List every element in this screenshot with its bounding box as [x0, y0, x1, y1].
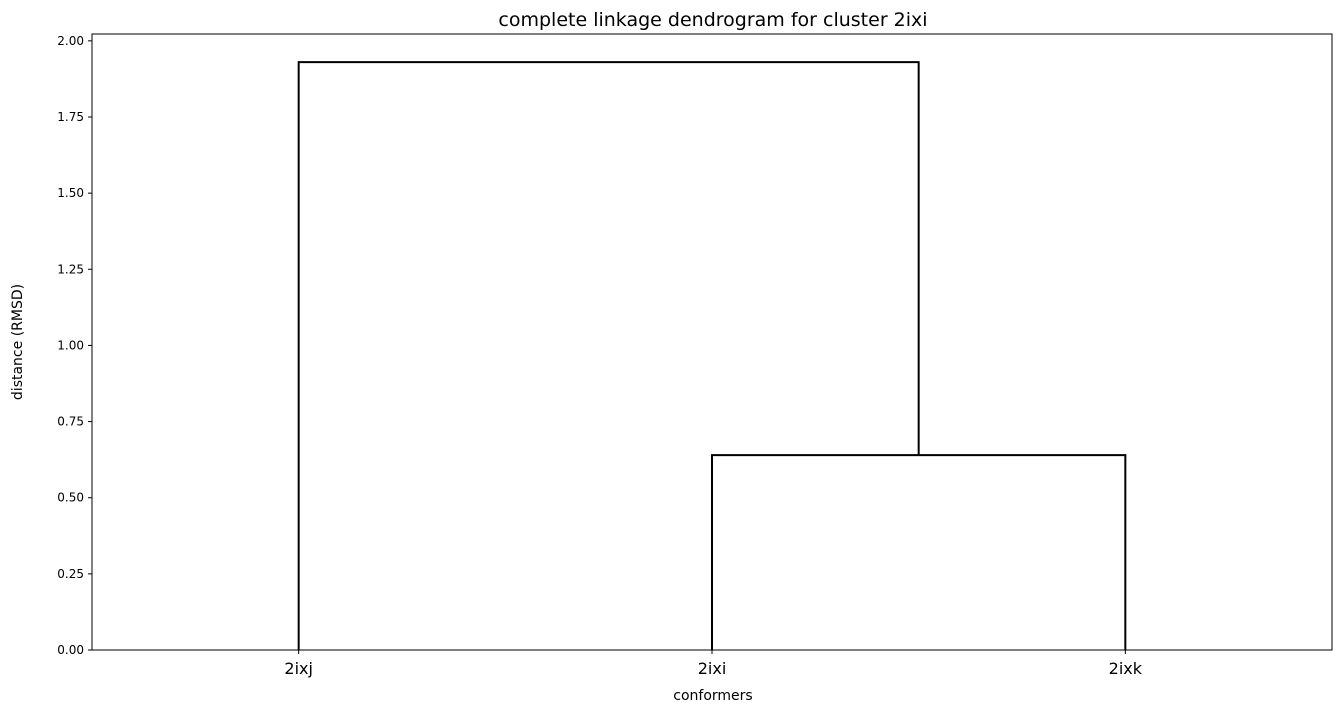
y-tick-label: 0.50 [57, 491, 84, 505]
dendrogram-link [297, 61, 920, 650]
y-axis-label: distance (RMSD) [10, 284, 26, 400]
x-axis: 2ixj 2ixi 2ixk [284, 650, 1143, 678]
chart-title: complete linkage dendrogram for cluster … [498, 9, 927, 31]
dendrogram-link [711, 454, 1127, 650]
y-tick-label: 1.50 [57, 186, 84, 200]
x-axis-label: conformers [673, 688, 752, 704]
y-tick-label: 0.75 [57, 415, 84, 429]
x-tick-label: 2ixi [698, 659, 727, 678]
y-tick-label: 2.00 [57, 34, 84, 48]
y-tick-label: 1.75 [57, 110, 84, 124]
plot-frame [91, 33, 1333, 651]
y-tick-label: 1.00 [57, 338, 84, 352]
y-tick-label: 1.25 [57, 262, 84, 276]
y-axis: 0.00 0.25 0.50 0.75 1.00 1.25 1.50 1.75 2.00 [57, 34, 92, 657]
x-tick-label: 2ixj [284, 659, 313, 678]
y-tick-label: 0.25 [57, 567, 84, 581]
x-tick-label: 2ixk [1109, 659, 1143, 678]
dendrogram-links [297, 61, 1127, 650]
y-tick-label: 0.00 [57, 643, 84, 657]
